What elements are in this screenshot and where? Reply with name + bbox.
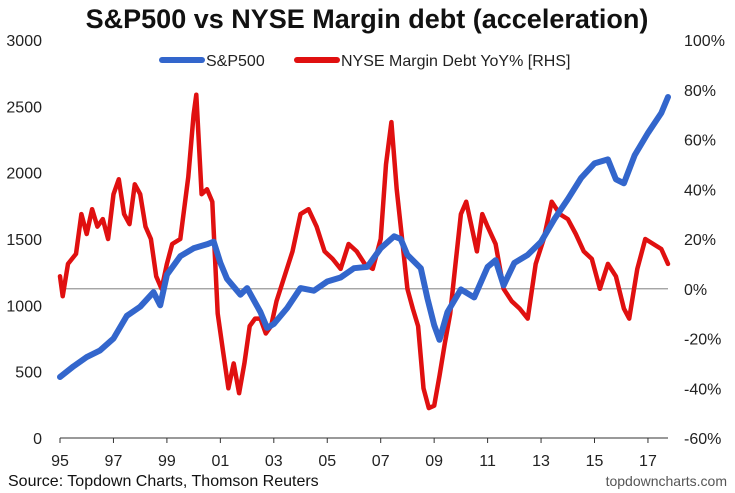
watermark: topdowncharts.com (606, 473, 727, 489)
source-note: Source: Topdown Charts, Thomson Reuters (8, 473, 319, 490)
right-axis-ticks: -60% -40% -20% 0% 20% 40% 60% 80% 100% (684, 33, 725, 448)
x-tick-label: 15 (586, 453, 604, 470)
x-tick-label: 11 (479, 453, 496, 470)
left-axis-ticks: 0 500 1000 1500 2000 2500 3000 (6, 33, 42, 448)
right-tick-label: -40% (684, 381, 721, 398)
right-tick-label: 40% (684, 182, 716, 199)
x-tick-label: 07 (372, 453, 390, 470)
x-tick-label: 01 (211, 453, 229, 470)
margin-debt-line (57, 92, 671, 411)
x-tick-label: 03 (265, 453, 283, 470)
sp500-line (57, 94, 671, 380)
left-tick-label: 2500 (6, 99, 42, 116)
right-tick-label: -20% (684, 332, 721, 349)
x-axis-ticks: 95 97 99 01 03 05 07 09 11 13 15 17 (51, 438, 657, 470)
x-tick-label: 97 (105, 453, 123, 470)
left-tick-label: 2000 (6, 166, 42, 183)
left-tick-label: 3000 (6, 33, 42, 50)
right-tick-label: 100% (684, 33, 725, 50)
chart-title: S&P500 vs NYSE Margin debt (acceleration… (86, 4, 649, 34)
x-tick-label: 05 (318, 453, 336, 470)
left-tick-label: 500 (15, 365, 42, 382)
x-tick-label: 99 (158, 453, 176, 470)
right-tick-label: 20% (684, 232, 716, 249)
left-tick-label: 1000 (6, 298, 42, 315)
left-tick-label: 0 (33, 431, 42, 448)
legend-label-margin-debt: NYSE Margin Debt YoY% [RHS] (341, 53, 570, 70)
x-tick-label: 13 (532, 453, 550, 470)
left-tick-label: 1500 (6, 232, 42, 249)
legend: S&P500 NYSE Margin Debt YoY% [RHS] (159, 53, 570, 70)
legend-label-sp500: S&P500 (206, 53, 265, 70)
right-tick-label: 80% (684, 83, 716, 100)
x-tick-label: 17 (639, 453, 657, 470)
x-tick-label: 09 (425, 453, 443, 470)
right-tick-label: 60% (684, 133, 716, 150)
right-tick-label: -60% (684, 431, 721, 448)
right-tick-label: 0% (684, 282, 707, 299)
x-tick-label: 95 (51, 453, 69, 470)
